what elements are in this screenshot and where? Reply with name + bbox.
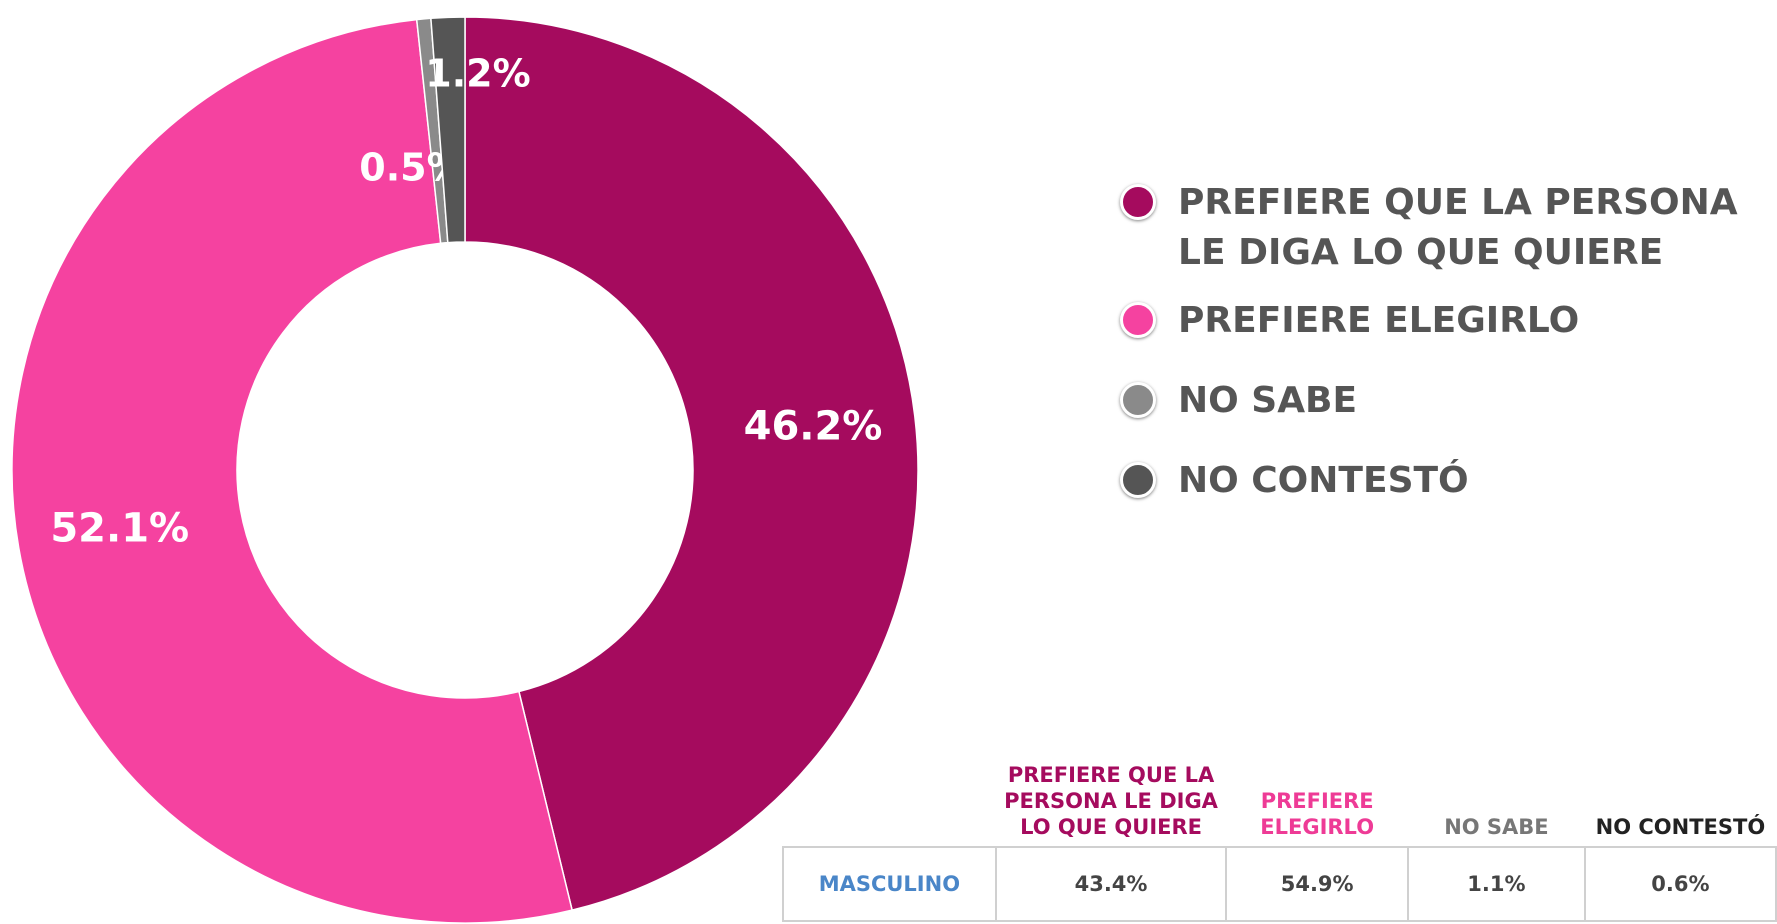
legend-marker: [1120, 302, 1156, 338]
slice: [430, 16, 466, 244]
legend-item: NO CONTESTÓ: [1120, 456, 1777, 506]
legend-marker: [1120, 462, 1156, 498]
data-label: 52.1%: [50, 505, 189, 551]
corner: [783, 740, 996, 847]
slice: [11, 18, 574, 924]
legend-marker: [1120, 184, 1156, 220]
slice: [464, 16, 919, 912]
legend-label: NO CONTESTÓ: [1178, 460, 1469, 501]
legend-marker: [1120, 382, 1156, 418]
data-label: 1.2%: [425, 52, 530, 96]
cell: 54.9%: [1225, 846, 1409, 922]
legend-label: PREFIERE QUE LA PERSONA LE DIGA LO QUE Q…: [1178, 182, 1738, 273]
table-body: MASCULINO 43.4% 54.9% 1.1% 0.6%: [782, 846, 1777, 922]
column-header: NO SABE: [1444, 815, 1549, 839]
column-header: PREFIERE QUE LA PERSONA LE DIGA LO QUE Q…: [1004, 763, 1218, 839]
table-header: PREFIERE QUE LA PERSONA LE DIGA LO QUE Q…: [783, 740, 1776, 847]
table-row: MASCULINO 43.4% 54.9% 1.1% 0.6%: [782, 846, 1777, 922]
cell: 1.1%: [1406, 846, 1586, 922]
legend-label: PREFIERE ELEGIRLO: [1178, 300, 1580, 341]
legend-label: NO SABE: [1178, 380, 1358, 421]
row-header: MASCULINO: [782, 846, 997, 922]
table: PREFIERE QUE LA PERSONA LE DIGA LO QUE Q…: [782, 740, 1777, 922]
column-header: PREFIERE ELEGIRLO: [1260, 789, 1375, 839]
column-header: NO CONTESTÓ: [1595, 815, 1766, 839]
cell: 0.6%: [1583, 846, 1777, 922]
cell: 43.4%: [994, 846, 1228, 922]
data-label: 46.2%: [744, 403, 883, 449]
legend-item: PREFIERE ELEGIRLO: [1120, 296, 1777, 346]
legend-item: PREFIERE QUE LA PERSONA LE DIGA LO QUE Q…: [1120, 178, 1777, 278]
legend-item: NO SABE: [1120, 376, 1777, 426]
